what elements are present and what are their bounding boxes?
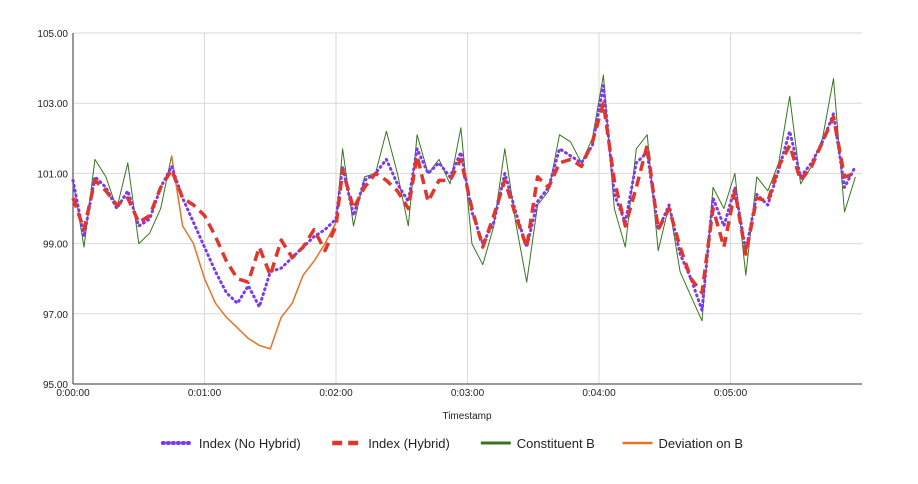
- legend-label: Deviation on B: [659, 436, 744, 451]
- legend-item-index-hybrid: Index (Hybrid): [332, 436, 450, 451]
- x-axis-title: Timestamp: [442, 411, 492, 422]
- chart-legend: Index (No Hybrid) Index (Hybrid) Constitue…: [160, 436, 744, 451]
- legend-label: Index (No Hybrid): [199, 436, 301, 451]
- legend-label: Index (Hybrid): [368, 436, 450, 451]
- y-tick-label: 97.00: [43, 310, 68, 321]
- x-tick-label: 0:03:00: [451, 388, 485, 399]
- y-tick-label: 101.00: [37, 169, 68, 180]
- series-line-index-hybrid: [71, 101, 856, 295]
- legend-item-deviation-on-b: Deviation on B: [622, 436, 744, 451]
- y-tick-label: 103.00: [37, 99, 68, 110]
- legend-item-constituent-b: Constituent B: [480, 436, 595, 451]
- x-tick-label: 0:02:00: [319, 388, 353, 399]
- chart-axes: [72, 33, 862, 385]
- x-tick-label: 0:04:00: [582, 388, 616, 399]
- chart-tick-labels: 95.00 97.00 99.00 101.00 103.00 105.00 0:00:00…: [37, 29, 747, 399]
- y-tick-label: 95.00: [43, 380, 68, 391]
- chart-series: [71, 74, 857, 350]
- x-tick-label: 0:05:00: [714, 388, 748, 399]
- x-tick-label: 0:00:00: [56, 388, 90, 399]
- legend-label: Constituent B: [517, 436, 595, 451]
- x-tick-label: 0:01:00: [188, 388, 222, 399]
- y-tick-label: 99.00: [43, 240, 68, 251]
- y-tick-label: 105.00: [37, 29, 68, 40]
- chart-grid: [73, 32, 862, 385]
- series-line-deviation-on-b: [170, 155, 337, 350]
- series-line-index-no-hybrid: [71, 84, 857, 312]
- legend-item-index-no-hybrid: Index (No Hybrid): [160, 436, 301, 451]
